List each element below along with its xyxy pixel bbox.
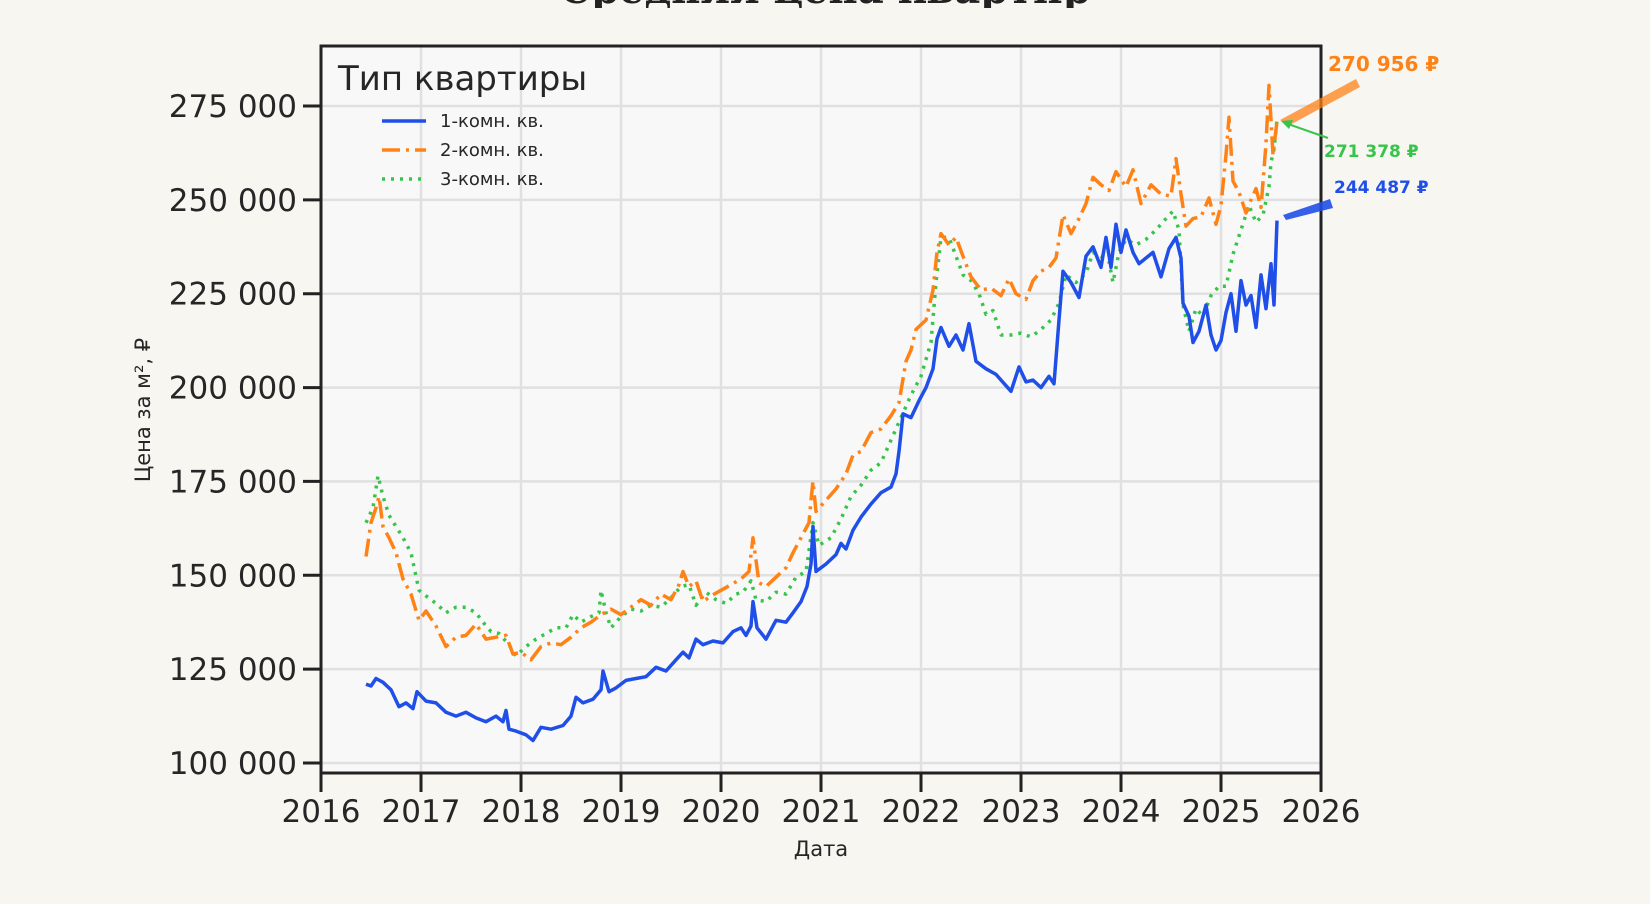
legend-title: Тип квартиры [337, 59, 587, 99]
x-tick-label: 2022 [882, 794, 961, 830]
x-axis: 2016 2017 2018 2019 2020 2021 2022 2023 2024 2025… [282, 773, 1361, 830]
annotations: 270 956 ₽ 271 378 ₽ 244 487 ₽ [1280, 52, 1439, 220]
annotation-arrow-2room [1280, 79, 1360, 126]
x-tick-label: 2019 [582, 794, 661, 830]
series-line-3room [364, 119, 1279, 658]
y-tick-label: 125 000 [169, 652, 297, 688]
annotation-2room-value: 270 956 ₽ [1328, 52, 1439, 76]
x-tick-label: 2026 [1282, 794, 1361, 830]
x-axis-label: Дата [794, 837, 848, 861]
x-tick-label: 2017 [382, 794, 461, 830]
x-tick-label: 2023 [982, 794, 1061, 830]
annotation-1room-value: 244 487 ₽ [1334, 178, 1429, 198]
y-tick-label: 200 000 [169, 371, 297, 407]
y-tick-label: 225 000 [169, 277, 297, 313]
legend-label-2room: 2-комн. кв. [440, 140, 544, 161]
series-lines [364, 83, 1279, 743]
x-tick-label: 2020 [682, 794, 761, 830]
y-tick-label: 100 000 [169, 746, 297, 782]
x-tick-label: 2025 [1182, 794, 1261, 830]
annotation-3room-value: 271 378 ₽ [1324, 142, 1419, 162]
x-tick-label: 2021 [782, 794, 861, 830]
annotation-arrow-3room [1287, 123, 1329, 139]
y-tick-label: 275 000 [169, 89, 297, 125]
annotation-arrowhead-3room [1281, 120, 1293, 129]
legend-label-3room: 3-комн. кв. [440, 169, 544, 190]
y-tick-label: 175 000 [169, 464, 297, 500]
y-tick-label: 150 000 [169, 558, 297, 594]
legend: Тип квартиры 1-комн. кв. 2-комн. кв. 3-к… [337, 59, 587, 190]
x-tick-label: 2018 [482, 794, 561, 830]
legend-label-1room: 1-комн. кв. [440, 111, 544, 132]
series-line-1room [365, 220, 1279, 743]
y-axis-label: Цена за м², ₽ [131, 338, 155, 482]
annotation-arrow-1room [1283, 199, 1333, 220]
y-tick-label: 250 000 [169, 183, 297, 219]
x-tick-label: 2024 [1082, 794, 1161, 830]
chart-title: Средняя цена квартир [0, 0, 1650, 8]
y-axis: 100 000 125 000 150 000 175 000 200 000 225 0… [169, 89, 321, 782]
x-tick-label: 2016 [282, 794, 361, 830]
